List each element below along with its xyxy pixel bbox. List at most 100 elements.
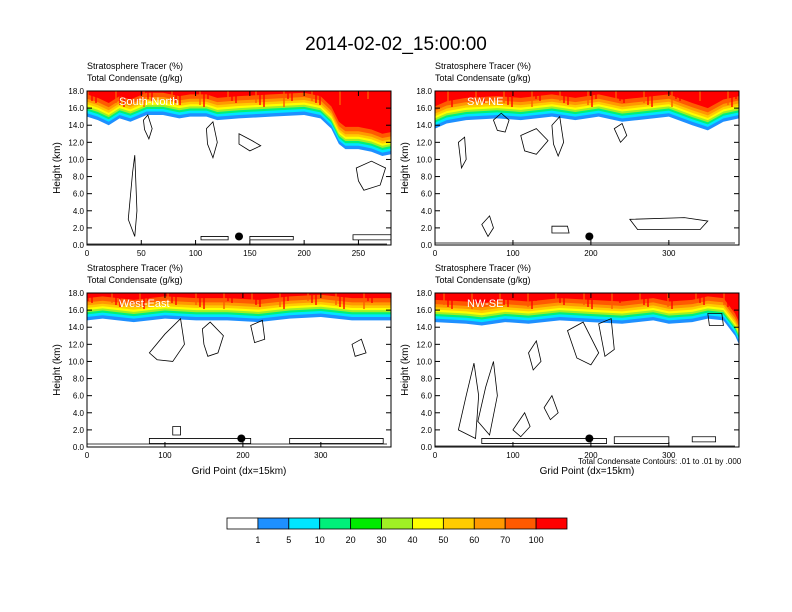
x-tick-label: 100 xyxy=(506,249,520,258)
tracer-streak xyxy=(643,91,645,103)
tracer-streak xyxy=(255,91,257,103)
tracer-streak xyxy=(455,91,457,99)
tracer-streak xyxy=(527,293,529,307)
y-tick-label: 8.0 xyxy=(421,375,433,384)
tracer-streak xyxy=(343,293,345,309)
y-tick-label: 0.0 xyxy=(73,443,85,452)
tracer-streak xyxy=(371,91,373,101)
tracer-streak xyxy=(723,293,725,305)
condensate-contour xyxy=(201,321,224,357)
tracer-streak xyxy=(147,91,149,99)
tracer-streak xyxy=(319,91,321,105)
y-tick-label: 10.0 xyxy=(68,357,84,366)
tracer-streak xyxy=(703,293,705,305)
tracer-streak xyxy=(727,91,729,105)
tracer-streak xyxy=(727,293,729,307)
colorbar: 1 5 10 20 30 40 50 60 70 100 xyxy=(226,517,568,545)
tracer-streak xyxy=(315,91,317,103)
tracer-streak xyxy=(119,91,121,105)
tracer-streak xyxy=(375,91,377,103)
colorbar-swatch xyxy=(288,517,321,530)
y-tick-label: 10.0 xyxy=(416,357,432,366)
tracer-streak xyxy=(311,293,313,303)
panel-sw-ne: Stratosphere Tracer (%) Total Condensate … xyxy=(400,61,740,258)
tracer-streak xyxy=(679,91,681,101)
colorbar-swatch xyxy=(504,517,537,530)
condensate-contour xyxy=(206,120,218,159)
x-tick-label: 150 xyxy=(243,249,257,258)
y-tick-label: 6.0 xyxy=(421,392,433,401)
condensate-contour xyxy=(238,133,262,152)
tracer-streak xyxy=(367,293,369,301)
tracer-streak xyxy=(179,91,181,105)
tracer-streak xyxy=(499,293,501,303)
x-tick-label: 300 xyxy=(314,451,328,460)
y-tick-label: 18.0 xyxy=(416,289,432,298)
condensate-contour xyxy=(691,436,717,443)
location-marker xyxy=(237,434,246,443)
y-axis-label: Height (km) xyxy=(400,142,411,194)
tracer-streak xyxy=(315,293,317,305)
tracer-streak xyxy=(203,293,205,309)
tracer-streak xyxy=(335,293,337,305)
location-marker xyxy=(585,232,594,241)
x-tick-label: 300 xyxy=(662,249,676,258)
y-tick-label: 12.0 xyxy=(416,340,432,349)
x-tick-label: 200 xyxy=(297,249,311,258)
plot-frame xyxy=(434,292,740,448)
x-tick-label: 300 xyxy=(662,451,676,460)
tracer-streak xyxy=(151,91,153,101)
tracer-streak xyxy=(451,293,453,309)
y-tick-label: 18.0 xyxy=(68,289,84,298)
y-tick-label: 14.0 xyxy=(68,323,84,332)
tracer-streak xyxy=(207,91,209,99)
y-tick-label: 6.0 xyxy=(73,392,85,401)
tracer-streak xyxy=(587,293,589,307)
x-tick-label: 0 xyxy=(85,451,90,460)
y-tick-label: 12.0 xyxy=(416,138,432,147)
tracer-streak xyxy=(367,91,369,99)
tracer-streak xyxy=(175,293,177,305)
shade-field-label: Stratosphere Tracer (%) xyxy=(87,61,183,71)
tracer-streak xyxy=(339,91,341,105)
condensate-contour xyxy=(551,225,570,234)
y-tick-label: 16.0 xyxy=(416,306,432,315)
x-tick-label: 100 xyxy=(189,249,203,258)
tracer-streak xyxy=(735,91,737,99)
tracer-streak xyxy=(475,293,477,301)
colorbar-label: 5 xyxy=(286,535,291,545)
colorbar-label: 10 xyxy=(315,535,325,545)
y-tick-label: 16.0 xyxy=(68,306,84,315)
x-tick-label: 0 xyxy=(85,249,90,258)
y-tick-label: 8.0 xyxy=(421,173,433,182)
tracer-streak xyxy=(559,91,561,101)
tracer-streak xyxy=(311,91,313,101)
tracer-streak xyxy=(143,91,145,107)
y-tick-label: 16.0 xyxy=(68,104,84,113)
figure-title: 2014-02-02_15:00:00 xyxy=(305,34,487,55)
tracer-streak xyxy=(339,293,341,307)
y-tick-label: 4.0 xyxy=(73,207,85,216)
condensate-contour xyxy=(567,321,600,366)
tracer-streak xyxy=(639,293,641,303)
tracer-streak xyxy=(343,91,345,107)
tracer-streak xyxy=(535,91,537,99)
tracer-streak xyxy=(479,91,481,101)
colorbar-label: 30 xyxy=(377,535,387,545)
y-tick-label: 18.0 xyxy=(68,87,84,96)
x-tick-label: 100 xyxy=(158,451,172,460)
x-tick-label: 100 xyxy=(506,451,520,460)
tracer-streak xyxy=(447,293,449,307)
plot-frame xyxy=(434,90,740,246)
tracer-streak xyxy=(611,293,613,309)
condensate-contour xyxy=(351,338,367,357)
colorbar-swatch xyxy=(226,517,259,530)
condensate-contour xyxy=(457,363,480,440)
y-tick-label: 6.0 xyxy=(73,190,85,199)
condensate-contour xyxy=(613,436,670,444)
tracer-streak xyxy=(479,293,481,303)
x-axis-label: Grid Point (dx=15km) xyxy=(192,466,287,477)
y-tick-label: 0.0 xyxy=(421,241,433,250)
plot-frame xyxy=(86,90,392,246)
tracer-streak xyxy=(279,293,281,307)
